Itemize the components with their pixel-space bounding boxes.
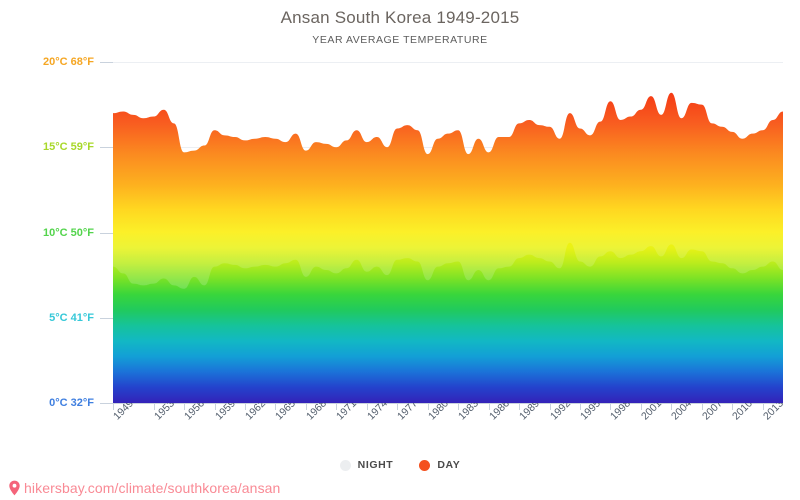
x-tick-mark [397, 403, 399, 410]
y-tick-label: 10°C 50°F [43, 226, 94, 239]
x-tick-mark [244, 403, 246, 410]
x-tick-mark [488, 403, 490, 410]
y-tick-mark [100, 62, 113, 63]
x-tick-mark [579, 403, 581, 410]
chart-legend: NIGHT DAY [0, 459, 800, 471]
legend-item-night[interactable]: NIGHT [339, 459, 394, 471]
x-tick-mark [519, 403, 521, 410]
legend-label: DAY [437, 459, 461, 471]
legend-item-day[interactable]: DAY [419, 459, 460, 471]
x-tick-mark [640, 403, 642, 410]
temperature-area-chart [113, 62, 783, 403]
map-pin-icon [9, 480, 20, 496]
x-tick-mark [366, 403, 368, 410]
legend-label: NIGHT [357, 459, 394, 471]
x-tick-mark [610, 403, 612, 410]
x-tick-mark [732, 403, 734, 410]
x-tick-mark [762, 403, 764, 410]
x-tick-mark [336, 403, 338, 410]
x-tick-mark [549, 403, 551, 410]
x-tick-mark [458, 403, 460, 410]
x-tick-mark [671, 403, 673, 410]
circle-icon [339, 459, 351, 471]
x-tick-mark [184, 403, 186, 410]
y-tick-mark [100, 232, 113, 234]
day-night-band [113, 92, 783, 289]
y-tick-label: 5°C 41°F [49, 311, 94, 324]
x-tick-mark [113, 403, 114, 410]
x-tick-mark [701, 403, 703, 410]
y-tick-label: 15°C 59°F [43, 141, 94, 154]
x-tick-mark [427, 403, 429, 410]
page-title: Ansan South Korea 1949-2015 [280, 8, 520, 27]
source-watermark: hikersbay.com/climate/southkorea/ansan [8, 480, 280, 496]
y-tick-mark [100, 317, 113, 319]
x-tick-mark [305, 403, 307, 410]
y-tick-label: 20°C 68°F [43, 56, 94, 68]
x-tick-mark [214, 403, 216, 410]
x-tick-mark [153, 403, 155, 410]
x-tick-mark [275, 403, 277, 410]
x-axis-line [113, 403, 783, 404]
y-gridline [113, 62, 783, 63]
y-tick-mark [100, 403, 113, 404]
circle-icon [419, 459, 431, 471]
source-url: hikersbay.com/climate/southkorea/ansan [24, 480, 281, 496]
page-subtitle: YEAR AVERAGE TEMPERATURE [312, 34, 488, 46]
y-tick-mark [100, 147, 113, 149]
y-tick-label: 0°C 32°F [49, 397, 94, 409]
